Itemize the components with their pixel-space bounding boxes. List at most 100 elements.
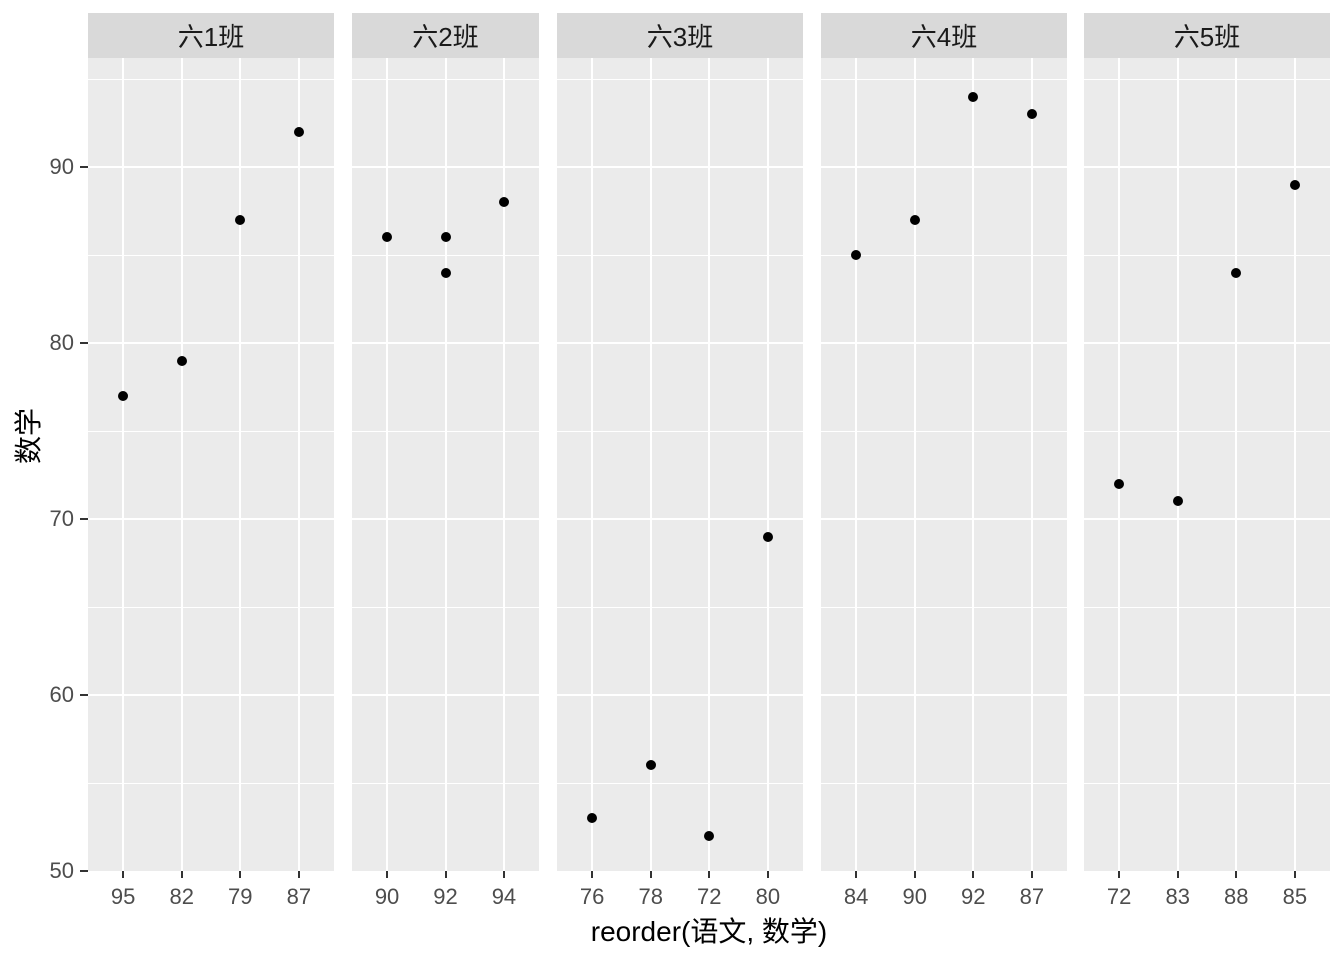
gridline-major-v (649, 58, 652, 871)
gridline-major-h (821, 694, 1067, 697)
x-axis-title: reorder(语文, 数学) (590, 916, 828, 947)
gridline-minor-h (88, 78, 334, 80)
gridline-major-v (386, 58, 389, 871)
facet-strip: 六5班 (1084, 13, 1330, 58)
facet-panel (1084, 58, 1330, 871)
x-tick-label: 72 (697, 884, 722, 909)
gridline-minor-h (821, 430, 1067, 432)
gridline-major-v (972, 58, 975, 871)
gridline-major-h (1084, 694, 1330, 697)
data-point (235, 214, 246, 225)
y-tick-mark (80, 518, 88, 521)
gridline-major-v (766, 58, 769, 871)
x-tick-mark (1030, 871, 1033, 878)
gridline-major-h (821, 166, 1067, 169)
y-tick-mark (80, 870, 88, 872)
gridline-major-h (88, 518, 334, 521)
data-point (440, 232, 451, 243)
facet-panel (352, 58, 539, 871)
data-point (1172, 496, 1183, 507)
data-point (1289, 179, 1300, 190)
x-tick-label: 83 (1165, 884, 1190, 909)
data-point (587, 813, 598, 824)
gridline-major-v (239, 58, 242, 871)
gridline-major-v (297, 58, 300, 871)
y-tick-label: 50 (49, 858, 74, 883)
gridline-major-h (88, 694, 334, 697)
gridline-major-v (1235, 58, 1238, 871)
data-point (440, 267, 451, 278)
x-tick-mark (180, 871, 183, 878)
facet-panel (821, 58, 1067, 871)
x-tick-label: 88 (1224, 884, 1249, 909)
gridline-major-h (1084, 518, 1330, 521)
facet-strip-label: 六3班 (646, 22, 714, 52)
gridline-major-h (557, 518, 803, 521)
x-tick-label: 78 (638, 884, 663, 909)
data-point (293, 126, 304, 137)
facet-strip-label: 六4班 (910, 22, 978, 52)
x-tick-label: 92 (433, 884, 458, 909)
gridline-major-v (1176, 58, 1179, 871)
data-point (382, 232, 393, 243)
gridline-major-h (821, 518, 1067, 521)
gridline-minor-h (1084, 606, 1330, 608)
data-point (909, 214, 920, 225)
gridline-minor-h (821, 606, 1067, 608)
x-tick-label: 95 (110, 884, 136, 909)
x-tick-mark (122, 871, 125, 878)
x-tick-mark (855, 871, 858, 878)
gridline-major-h (557, 694, 803, 697)
x-tick-mark (766, 871, 769, 878)
gridline-minor-h (1084, 430, 1330, 432)
gridline-minor-h (821, 254, 1067, 256)
x-tick-label: 82 (169, 884, 194, 909)
gridline-minor-h (88, 606, 334, 608)
gridline-major-h (557, 342, 803, 345)
data-point (851, 250, 862, 261)
x-tick-mark (444, 871, 447, 878)
gridline-minor-h (557, 782, 803, 784)
data-point (176, 355, 187, 366)
x-tick-mark (1235, 871, 1238, 878)
x-tick-label: 92 (961, 884, 986, 909)
x-tick-label: 72 (1106, 884, 1132, 909)
gridline-minor-h (1084, 782, 1330, 784)
x-tick-mark (386, 871, 389, 878)
y-tick-mark (80, 342, 88, 345)
facet-strip: 六2班 (352, 13, 539, 58)
gridline-major-h (557, 166, 803, 169)
x-tick-label: 90 (902, 884, 927, 909)
gridline-minor-h (557, 254, 803, 256)
x-tick-label: 84 (843, 884, 869, 909)
gridline-minor-h (1084, 254, 1330, 256)
gridline-major-v (855, 58, 858, 871)
facet-strip: 六3班 (557, 13, 803, 58)
gridline-minor-h (557, 606, 803, 608)
x-tick-label: 85 (1282, 884, 1308, 909)
gridline-major-h (88, 342, 334, 345)
gridline-major-v (502, 58, 505, 871)
facet-strip-label: 六5班 (1173, 22, 1241, 52)
gridline-major-h (88, 166, 334, 169)
gridline-major-h (821, 342, 1067, 345)
gridline-minor-h (821, 78, 1067, 80)
data-point (645, 760, 656, 771)
y-tick-label: 90 (49, 154, 74, 180)
gridline-minor-h (88, 254, 334, 256)
facet-strip: 六4班 (821, 13, 1067, 58)
x-tick-mark (972, 871, 975, 878)
gridline-major-v (1293, 58, 1296, 871)
data-point (704, 830, 715, 841)
x-tick-label: 87 (286, 884, 312, 909)
data-point (1026, 109, 1037, 120)
gridline-major-v (708, 58, 711, 871)
data-point (762, 531, 773, 542)
y-tick-label: 70 (49, 506, 74, 532)
x-tick-mark (1293, 871, 1296, 878)
x-tick-mark (297, 871, 300, 878)
x-tick-mark (591, 871, 594, 878)
gridline-minor-h (557, 78, 803, 80)
x-tick-label: 90 (374, 884, 400, 909)
x-tick-mark (649, 871, 652, 878)
